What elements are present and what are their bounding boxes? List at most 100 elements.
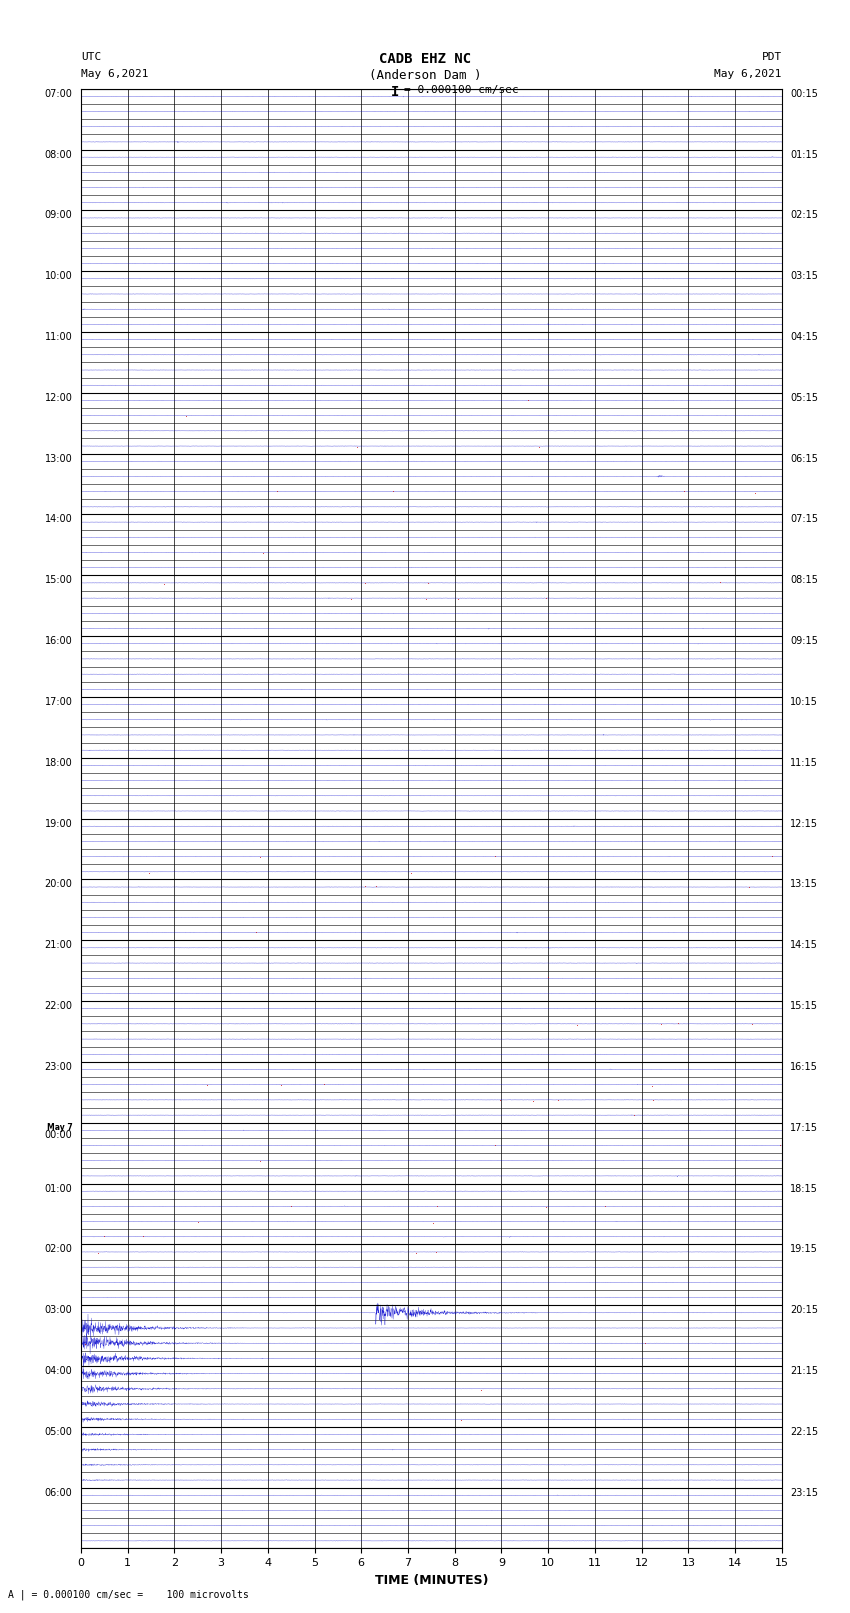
Text: 06:15: 06:15 [790, 453, 819, 463]
Text: 17:00: 17:00 [44, 697, 72, 706]
Point [253, 845, 267, 871]
Text: 04:00: 04:00 [44, 1366, 72, 1376]
Text: 00:15: 00:15 [790, 89, 819, 98]
Point [570, 1011, 584, 1037]
Text: 22:15: 22:15 [790, 1428, 819, 1437]
Point [627, 1102, 641, 1127]
Point [454, 1407, 468, 1432]
Point [97, 1223, 110, 1248]
Text: 02:15: 02:15 [790, 210, 819, 221]
Point [78, 1331, 92, 1357]
Point [526, 1089, 540, 1115]
Text: 08:00: 08:00 [44, 150, 72, 160]
Point [493, 1087, 507, 1113]
Point [317, 1071, 331, 1097]
Point [92, 1240, 105, 1266]
Text: May 6,2021: May 6,2021 [81, 69, 148, 79]
Text: A | = 0.000100 cm/sec =    100 microvolts: A | = 0.000100 cm/sec = 100 microvolts [8, 1589, 249, 1600]
Text: 10:00: 10:00 [44, 271, 72, 281]
Point [201, 1073, 214, 1098]
Point [359, 873, 372, 898]
Text: 11:15: 11:15 [790, 758, 819, 768]
Point [488, 1132, 502, 1158]
Point [157, 571, 171, 597]
Text: 08:15: 08:15 [790, 576, 819, 586]
Point [386, 477, 400, 503]
Point [344, 586, 358, 611]
Point [489, 842, 502, 868]
Text: 14:15: 14:15 [790, 940, 819, 950]
Point [253, 1148, 267, 1174]
Text: 21:00: 21:00 [44, 940, 72, 950]
Text: 20:00: 20:00 [44, 879, 72, 889]
Text: PDT: PDT [762, 52, 782, 61]
Point [774, 1132, 787, 1158]
Point [748, 479, 762, 505]
Point [532, 434, 546, 460]
Text: 13:00: 13:00 [44, 453, 72, 463]
Point [745, 1011, 759, 1037]
Text: 05:00: 05:00 [44, 1428, 72, 1437]
Point [638, 1331, 651, 1357]
Point [646, 1087, 660, 1113]
Text: 12:15: 12:15 [790, 819, 819, 829]
Text: CADB EHZ NC: CADB EHZ NC [379, 52, 471, 66]
Point [598, 1194, 612, 1219]
Text: 06:00: 06:00 [44, 1487, 72, 1497]
Point [541, 965, 555, 990]
Text: 13:15: 13:15 [790, 879, 819, 889]
Text: (Anderson Dam ): (Anderson Dam ) [369, 69, 481, 82]
Text: 18:00: 18:00 [44, 758, 72, 768]
Text: 07:00: 07:00 [44, 89, 72, 98]
Text: 14:00: 14:00 [44, 515, 72, 524]
Point [191, 1210, 205, 1236]
Text: 17:15: 17:15 [790, 1123, 819, 1132]
Text: 12:00: 12:00 [44, 394, 72, 403]
Text: 22:00: 22:00 [44, 1002, 72, 1011]
Text: I: I [391, 85, 399, 100]
Text: 23:00: 23:00 [44, 1061, 72, 1073]
Point [179, 403, 193, 429]
Text: 03:00: 03:00 [44, 1305, 72, 1315]
Point [143, 860, 156, 886]
Text: 15:15: 15:15 [790, 1002, 819, 1011]
Point [552, 1087, 565, 1113]
Point [677, 477, 691, 503]
Point [369, 873, 382, 898]
Text: 09:15: 09:15 [790, 636, 819, 647]
Text: 21:15: 21:15 [790, 1366, 819, 1376]
Point [429, 1239, 443, 1265]
Point [713, 569, 727, 595]
Text: 15:00: 15:00 [44, 576, 72, 586]
Text: 01:00: 01:00 [44, 1184, 72, 1194]
Point [539, 1194, 552, 1219]
Point [274, 1073, 287, 1098]
Point [249, 919, 263, 945]
Text: 03:15: 03:15 [790, 271, 819, 281]
Point [474, 1378, 488, 1403]
Text: 09:00: 09:00 [44, 210, 72, 221]
Point [409, 1240, 422, 1266]
X-axis label: TIME (MINUTES): TIME (MINUTES) [375, 1574, 488, 1587]
Point [419, 586, 433, 611]
Text: 16:15: 16:15 [790, 1061, 819, 1073]
Point [404, 860, 417, 886]
Text: 10:15: 10:15 [790, 697, 819, 706]
Text: 19:00: 19:00 [44, 819, 72, 829]
Point [284, 1194, 298, 1219]
Point [451, 586, 465, 611]
Text: 19:15: 19:15 [790, 1244, 819, 1255]
Text: 05:15: 05:15 [790, 394, 819, 403]
Text: 16:00: 16:00 [44, 636, 72, 647]
Text: 00:00: 00:00 [44, 1131, 72, 1140]
Point [421, 569, 434, 595]
Text: 04:15: 04:15 [790, 332, 819, 342]
Text: 11:00: 11:00 [44, 332, 72, 342]
Point [522, 387, 536, 413]
Text: 01:15: 01:15 [790, 150, 819, 160]
Text: May 7: May 7 [47, 1123, 72, 1132]
Text: 07:15: 07:15 [790, 515, 819, 524]
Point [672, 1010, 685, 1036]
Text: 20:15: 20:15 [790, 1305, 819, 1315]
Point [430, 1194, 444, 1219]
